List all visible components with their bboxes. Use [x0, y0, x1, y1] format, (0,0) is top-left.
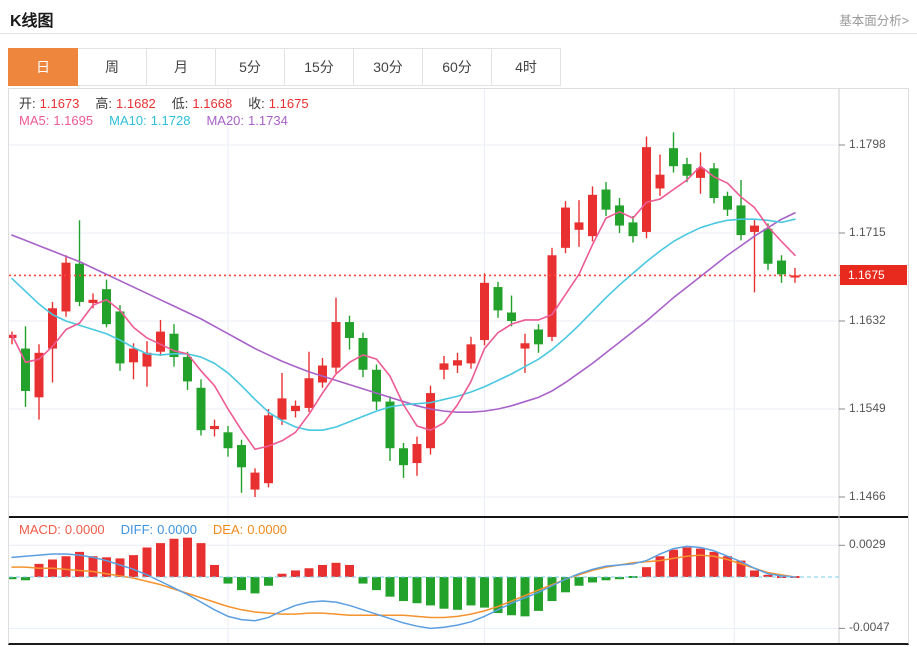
period-tabs: 日周月 5分 15分 30分 60分 4时: [8, 48, 917, 86]
period-tab-7[interactable]: 4时: [491, 48, 561, 86]
period-tab-5[interactable]: 30分: [353, 48, 423, 86]
macd-legend: MACD: 0.0000 DIFF: 0.0000 DEA: 0.0000: [19, 522, 303, 537]
period-tab-2[interactable]: 月: [146, 48, 216, 86]
row-ma-item-1: MA10: 1.1728: [109, 113, 191, 128]
row-ohlc-item-3: 收: 1.1675: [248, 96, 309, 111]
row-ohlc-item-0: 开: 1.1673: [19, 96, 80, 111]
chart-canvas[interactable]: [9, 89, 908, 643]
row-ohlc-item-1: 高: 1.1682: [95, 96, 156, 111]
page-title: K线图: [10, 13, 54, 30]
page-header: K线图 基本面分析>: [0, 0, 917, 34]
row-macd-item-1: DIFF: 0.0000: [120, 522, 197, 537]
row-ma-item-0: MA5: 1.1695: [19, 113, 94, 128]
ma-legend: MA5: 1.1695 MA10: 1.1728 MA20: 1.1734: [19, 113, 304, 128]
period-tab-3[interactable]: 5分: [215, 48, 285, 86]
row-ma-item-2: MA20: 1.1734: [206, 113, 288, 128]
period-tab-4[interactable]: 15分: [284, 48, 354, 86]
ohlc-legend: 开: 1.1673 高: 1.1682 低: 1.1668 收: 1.1675: [19, 93, 325, 112]
period-tab-0[interactable]: 日: [8, 48, 78, 86]
row-macd-item-0: MACD: 0.0000: [19, 522, 105, 537]
period-tab-1[interactable]: 周: [77, 48, 147, 86]
fundamental-analysis-link[interactable]: 基本面分析>: [839, 14, 909, 28]
row-macd-item-2: DEA: 0.0000: [212, 522, 288, 537]
kline-chart: 1.1798 1.1715 1.1632 1.1549 1.1466 0.0029 -0.0…: [8, 88, 909, 645]
row-ohlc-item-2: 低: 1.1668: [171, 96, 233, 111]
period-tab-6[interactable]: 60分: [422, 48, 492, 86]
